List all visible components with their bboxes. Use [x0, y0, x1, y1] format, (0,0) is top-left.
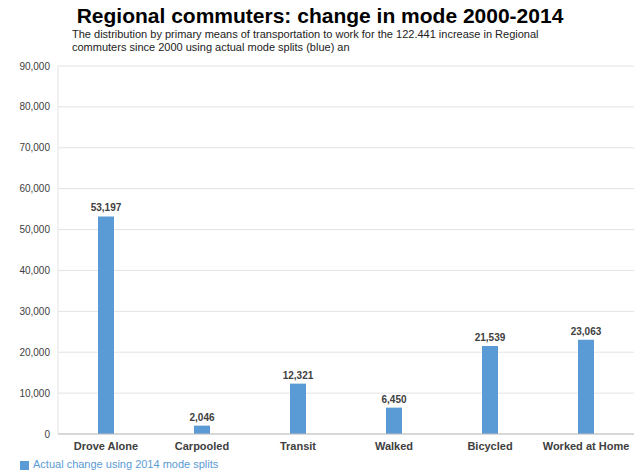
svg-text:2,046: 2,046: [189, 412, 214, 423]
svg-text:0: 0: [44, 429, 50, 440]
svg-text:Worked at Home: Worked at Home: [543, 440, 630, 452]
svg-text:70,000: 70,000: [19, 142, 50, 153]
svg-text:Transit: Transit: [280, 440, 316, 452]
svg-text:30,000: 30,000: [19, 306, 50, 317]
html-text:Regional commuters: change in: Regional commuters: change in mode 2000-…: [76, 4, 564, 27]
svg-text:Bicycled: Bicycled: [467, 440, 512, 452]
html-text:Actual change using 2014 mode: Actual change using 2014 mode splits: [33, 458, 219, 470]
svg-text:90,000: 90,000: [19, 61, 50, 72]
svg-text:40,000: 40,000: [19, 265, 50, 276]
svg-text:Carpooled: Carpooled: [175, 440, 229, 452]
svg-text:21,539: 21,539: [475, 332, 506, 343]
svg-text:10,000: 10,000: [19, 388, 50, 399]
svg-text:12,321: 12,321: [283, 370, 314, 381]
svg-text:20,000: 20,000: [19, 347, 50, 358]
svg-text:23,063: 23,063: [571, 326, 602, 337]
svg-text:50,000: 50,000: [19, 224, 50, 235]
svg-text:53,197: 53,197: [91, 202, 122, 213]
svg-text:80,000: 80,000: [19, 101, 50, 112]
svg-text:6,450: 6,450: [381, 394, 406, 405]
svg-text:Drove Alone: Drove Alone: [74, 440, 138, 452]
html-text:The distribution by primary me: The distribution by primary means of tra…: [72, 28, 539, 53]
svg-text:Walked: Walked: [375, 440, 413, 452]
svg-text:60,000: 60,000: [19, 183, 50, 194]
